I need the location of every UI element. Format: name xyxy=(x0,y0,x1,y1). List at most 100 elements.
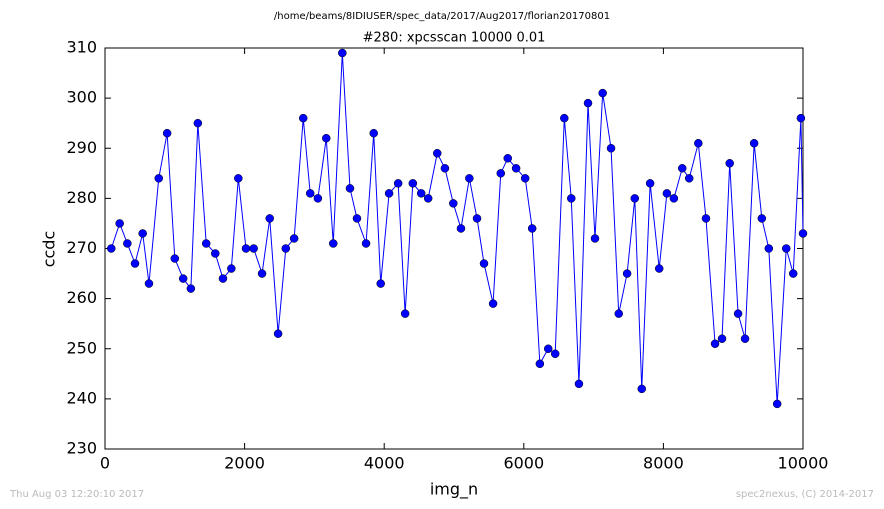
data-point xyxy=(432,149,442,158)
x-tick-label: 6000 xyxy=(503,454,544,473)
chart-title: #280: xpcsscan 10000 0.01 xyxy=(363,31,546,46)
y-tick-label: 290 xyxy=(66,138,97,157)
data-point xyxy=(543,344,553,353)
data-point xyxy=(583,98,593,108)
data-point xyxy=(503,154,512,163)
footer-date: Thu Aug 03 12:20:10 2017 xyxy=(9,489,144,500)
data-point xyxy=(170,254,180,263)
data-point xyxy=(630,194,640,203)
data-point xyxy=(352,214,362,223)
data-point xyxy=(376,279,385,288)
data-point xyxy=(465,174,474,183)
data-point xyxy=(757,214,767,223)
data-point xyxy=(241,244,251,253)
data-point xyxy=(265,214,274,223)
data-point xyxy=(227,264,236,273)
data-point xyxy=(305,189,315,198)
data-point xyxy=(694,138,703,148)
data-point xyxy=(257,269,267,278)
data-point xyxy=(574,379,584,389)
data-point xyxy=(162,128,172,138)
y-tick-label: 300 xyxy=(66,88,97,107)
data-point xyxy=(289,234,299,243)
data-point xyxy=(249,244,258,253)
data-point xyxy=(701,214,711,223)
y-tick-label: 280 xyxy=(66,188,97,207)
data-point xyxy=(384,189,394,198)
data-point xyxy=(622,269,632,278)
data-point xyxy=(488,299,498,308)
data-point xyxy=(749,138,759,148)
data-point xyxy=(511,164,521,173)
data-point xyxy=(313,194,323,203)
data-point xyxy=(725,159,734,168)
data-point xyxy=(115,219,124,228)
data-point xyxy=(669,194,679,203)
data-point xyxy=(567,194,576,203)
data-point xyxy=(345,184,355,193)
data-point xyxy=(193,118,203,128)
data-point xyxy=(527,224,537,233)
data-point xyxy=(393,179,403,188)
data-point xyxy=(472,214,482,223)
data-point xyxy=(496,169,506,178)
data-point xyxy=(322,133,331,143)
data-point xyxy=(369,128,378,138)
data-point xyxy=(123,239,132,248)
data-point xyxy=(416,189,426,198)
data-point xyxy=(144,279,154,288)
data-point xyxy=(400,309,410,318)
data-point xyxy=(662,189,672,198)
data-point xyxy=(606,144,616,153)
y-axis-label: ccdc xyxy=(40,231,59,268)
data-point xyxy=(201,239,211,248)
x-tick-label: 4000 xyxy=(364,454,405,473)
data-point xyxy=(684,174,694,183)
data-point xyxy=(796,113,806,123)
data-point xyxy=(273,329,283,338)
data-point xyxy=(281,244,291,253)
x-tick-label: 10000 xyxy=(778,454,829,473)
data-point xyxy=(211,249,220,258)
data-point xyxy=(733,309,743,318)
data-point xyxy=(740,334,750,343)
data-point xyxy=(328,239,338,248)
data-point xyxy=(408,179,418,188)
data-point xyxy=(130,259,140,268)
suptitle: /home/beams/8IDIUSER/spec_data/2017/Aug2… xyxy=(274,11,610,22)
data-point xyxy=(456,224,466,233)
data-point xyxy=(449,199,458,208)
data-point xyxy=(218,274,228,283)
data-point xyxy=(590,234,600,243)
data-point xyxy=(138,229,147,238)
data-point xyxy=(637,384,647,394)
y-tick-label: 310 xyxy=(66,38,97,57)
data-point xyxy=(598,88,607,98)
x-axis-label: img_n xyxy=(430,480,478,500)
plot-frame xyxy=(104,47,804,450)
data-point xyxy=(614,309,623,318)
footer-credit: spec2nexus, (C) 2014-2017 xyxy=(736,489,874,500)
data-point xyxy=(107,244,116,253)
data-point xyxy=(361,239,371,248)
data-point xyxy=(677,164,687,173)
data-point xyxy=(535,359,545,369)
data-point xyxy=(234,174,243,183)
data-point xyxy=(560,113,569,123)
data-point xyxy=(764,244,774,253)
data-point xyxy=(654,264,664,273)
x-tick-label: 0 xyxy=(100,454,110,473)
data-point xyxy=(423,194,433,203)
data-point xyxy=(440,164,450,173)
data-point xyxy=(788,269,798,278)
data-point xyxy=(479,259,489,268)
x-tick-label: 2000 xyxy=(224,454,265,473)
x-tick-label: 8000 xyxy=(643,454,684,473)
data-point xyxy=(154,174,163,183)
data-point xyxy=(298,113,308,123)
data-point xyxy=(710,339,720,348)
data-point xyxy=(645,179,655,188)
y-tick-label: 260 xyxy=(66,288,97,307)
